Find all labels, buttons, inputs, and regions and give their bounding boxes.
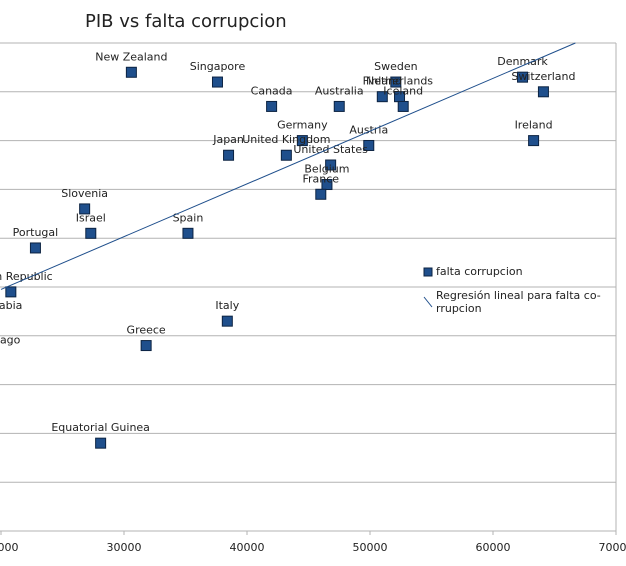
point-label: Equatorial Guinea <box>51 421 150 434</box>
point <box>296 135 308 147</box>
x-tick-label: 50000 <box>353 541 388 554</box>
point-label: Canada <box>251 84 293 97</box>
point-label: Switzerland <box>511 70 575 83</box>
x-tick-label: 40000 <box>230 541 265 554</box>
point-label: Australia <box>315 84 364 97</box>
point <box>5 286 17 298</box>
point <box>140 340 152 352</box>
point-label: Iceland <box>383 84 423 97</box>
legend-label: falta corrupcion <box>436 265 523 278</box>
point-label: Singapore <box>190 60 246 73</box>
point-label: Austria <box>349 123 388 136</box>
point-label: Israel <box>76 211 106 224</box>
point-label: United States <box>293 143 368 156</box>
point-label: United Kingdom <box>242 133 330 146</box>
point <box>79 203 91 215</box>
point-label: Trinidad and Tobago <box>0 333 21 346</box>
point <box>280 149 292 161</box>
point-label: New Zealand <box>95 50 167 63</box>
point <box>321 179 333 191</box>
trend-line <box>0 42 576 290</box>
point-label: Finland <box>363 75 402 88</box>
point <box>211 76 223 88</box>
point <box>390 76 402 88</box>
point <box>266 100 278 112</box>
point <box>376 91 388 103</box>
point-label: Sweden <box>374 60 417 73</box>
x-tick-label: 70000 <box>599 541 626 554</box>
point-label: Portugal <box>13 226 59 239</box>
point-label: Netherlands <box>366 75 433 88</box>
point <box>223 149 235 161</box>
point-label: Belgium <box>304 163 349 176</box>
point <box>397 100 409 112</box>
point <box>315 188 327 200</box>
point-label: Greece <box>127 324 166 337</box>
legend-item: Regresión lineal para falta co- rrupcion <box>436 289 601 315</box>
point <box>182 227 194 239</box>
point <box>528 135 540 147</box>
point <box>537 86 549 98</box>
legend-line <box>423 296 433 308</box>
x-tick-label: 30000 <box>107 541 142 554</box>
point-label: Italy <box>215 299 239 312</box>
x-tick-label: 20000 <box>0 541 19 554</box>
point <box>95 437 107 449</box>
legend-item: falta corrupcion <box>436 265 523 278</box>
point <box>325 159 337 171</box>
legend-marker <box>423 267 433 277</box>
point <box>29 242 41 254</box>
point-label: Japan <box>212 133 244 146</box>
x-tick-label: 60000 <box>476 541 511 554</box>
point <box>125 66 137 78</box>
point-label: France <box>303 172 340 185</box>
point-label: Saudi Arabia <box>0 299 22 312</box>
point-label: Ireland <box>515 119 553 132</box>
legend-label: Regresión lineal para falta co- rrupcion <box>436 289 601 315</box>
point <box>85 227 97 239</box>
point-label: Czech Republic <box>0 270 53 283</box>
point <box>221 315 233 327</box>
point <box>333 100 345 112</box>
point-label: Spain <box>173 211 204 224</box>
point-label: Germany <box>277 119 328 132</box>
point-label: Slovenia <box>61 187 108 200</box>
point-label: Denmark <box>497 55 548 68</box>
chart-title: PIB vs falta corrupcion <box>85 11 287 32</box>
point <box>517 71 529 83</box>
point <box>363 139 375 151</box>
